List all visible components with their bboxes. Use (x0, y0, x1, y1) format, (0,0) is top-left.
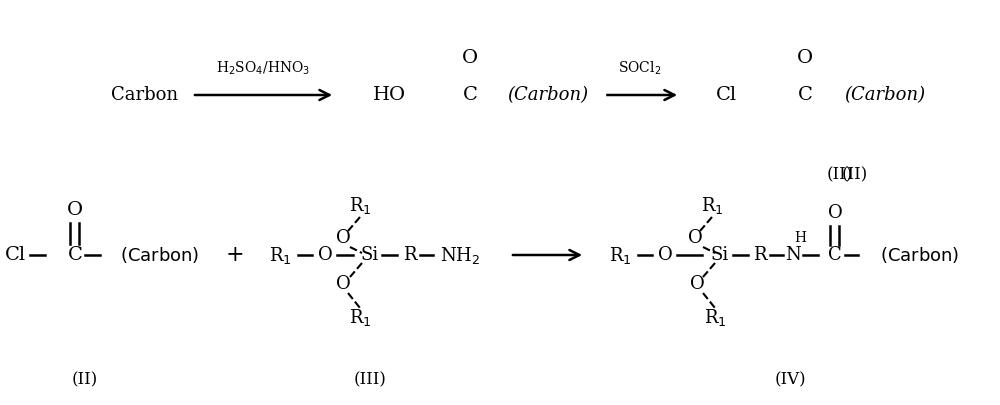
Text: NH$_2$: NH$_2$ (440, 245, 480, 266)
Text: C: C (463, 86, 477, 104)
Text: R$_1$: R$_1$ (704, 307, 726, 328)
Text: O: O (450, 49, 466, 67)
Text: R$_1$: R$_1$ (609, 245, 631, 266)
Text: Cl: Cl (719, 86, 741, 104)
Bar (335, 20, 605, 140)
Text: HO: HO (373, 86, 407, 104)
Text: O: O (67, 201, 83, 219)
Text: O: O (797, 49, 813, 67)
Text: C: C (798, 86, 812, 104)
Text: C: C (783, 86, 797, 104)
Text: Carbon: Carbon (111, 86, 179, 104)
Text: Si: Si (361, 246, 379, 264)
Text: O: O (782, 49, 798, 67)
Text: O: O (690, 275, 704, 293)
Text: O: O (658, 246, 672, 264)
Text: Cl: Cl (715, 86, 737, 104)
Text: R: R (403, 246, 417, 264)
Text: O: O (336, 229, 350, 247)
Text: HO: HO (376, 86, 410, 104)
Text: C: C (68, 246, 82, 264)
Text: (II): (II) (72, 371, 98, 388)
Text: +: + (226, 244, 244, 266)
Text: (III): (III) (354, 371, 386, 388)
Text: (Carbon): (Carbon) (507, 86, 589, 104)
Text: O: O (462, 49, 478, 67)
Text: O: O (318, 246, 332, 264)
Text: $\mathrm{(Carbon)}$: $\mathrm{(Carbon)}$ (880, 245, 960, 265)
Text: (IV): (IV) (774, 371, 806, 388)
Text: R$_1$: R$_1$ (269, 245, 291, 266)
Text: N: N (785, 246, 801, 264)
Text: (II): (II) (842, 166, 868, 183)
Text: (II): (II) (827, 166, 853, 183)
Text: (Carbon): (Carbon) (844, 86, 926, 104)
Text: Si: Si (711, 246, 729, 264)
Text: O: O (688, 229, 702, 247)
Text: R$_1$: R$_1$ (349, 194, 371, 215)
Text: $\mathrm{(Carbon)}$: $\mathrm{(Carbon)}$ (120, 245, 200, 265)
Text: H$_2$SO$_4$/HNO$_3$: H$_2$SO$_4$/HNO$_3$ (216, 59, 310, 77)
Text: C: C (828, 246, 842, 264)
Text: C: C (451, 86, 465, 104)
Text: Cl: Cl (4, 246, 26, 264)
Text: H: H (794, 231, 806, 245)
Text: O: O (336, 275, 350, 293)
Bar (680, 20, 1000, 145)
Text: R$_1$: R$_1$ (701, 194, 723, 215)
Text: R$_1$: R$_1$ (349, 307, 371, 328)
Text: SOCl$_2$: SOCl$_2$ (618, 59, 662, 77)
Text: $\mathbf{\{}$Carbon$\mathbf{\}}$: $\mathbf{\{}$Carbon$\mathbf{\}}$ (494, 85, 586, 105)
Text: R: R (753, 246, 767, 264)
Text: O: O (828, 204, 842, 222)
Text: $\mathrm{(Carbon)}$: $\mathrm{(Carbon)}$ (835, 85, 915, 105)
